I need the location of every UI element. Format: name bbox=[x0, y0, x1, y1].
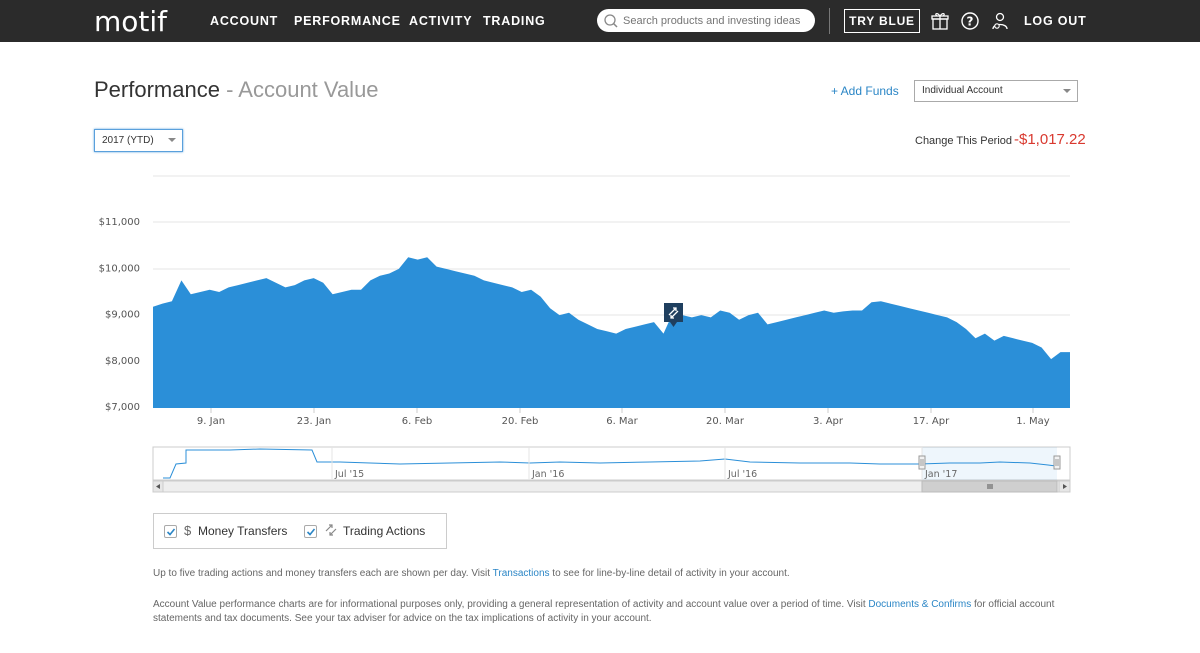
y-tick-label: $10,000 bbox=[99, 263, 140, 274]
activity-note-text-end: to see for line-by-line detail of activi… bbox=[549, 568, 790, 579]
help-icon[interactable]: ? bbox=[960, 11, 980, 36]
nav-account[interactable]: ACCOUNT bbox=[210, 14, 279, 28]
nav-trading[interactable]: TRADING bbox=[483, 14, 546, 28]
activity-note-text: Up to five trading actions and money tra… bbox=[153, 568, 493, 579]
motif-logo[interactable]: motif bbox=[94, 5, 168, 38]
arrow-right-icon bbox=[1063, 484, 1067, 489]
y-tick-label: $7,000 bbox=[105, 402, 140, 413]
y-tick-label: $9,000 bbox=[105, 310, 140, 321]
x-tick-label: 20. Mar bbox=[706, 416, 745, 427]
search-input[interactable] bbox=[623, 12, 808, 29]
trading-action-icon bbox=[668, 307, 679, 319]
x-tick-label: 3. Apr bbox=[813, 416, 844, 427]
navigator-series-line bbox=[163, 448, 1057, 479]
page-title-sub: Account Value bbox=[238, 77, 379, 102]
period-select[interactable]: 2017 (YTD) bbox=[94, 129, 183, 152]
x-tick-label: 23. Jan bbox=[297, 416, 332, 427]
page-title-main: Performance bbox=[94, 77, 220, 102]
logout-link[interactable]: LOG OUT bbox=[1024, 14, 1087, 28]
chevron-down-icon bbox=[168, 138, 176, 142]
page-title: Performance - Account Value bbox=[94, 77, 379, 103]
x-tick-label: 20. Feb bbox=[502, 416, 539, 427]
money-transfers-checkbox[interactable] bbox=[164, 525, 177, 538]
x-tick-label: 1. May bbox=[1016, 416, 1049, 427]
gift-icon[interactable] bbox=[930, 11, 950, 36]
period-select-value: 2017 (YTD) bbox=[102, 135, 154, 146]
x-tick-label: 9. Jan bbox=[197, 416, 225, 427]
account-select-value: Individual Account bbox=[922, 85, 1003, 96]
navigator-tick-label: Jan '17 bbox=[924, 469, 957, 480]
navigator-handle-left[interactable] bbox=[918, 455, 926, 470]
disclaimer-note: Account Value performance charts are for… bbox=[153, 598, 1073, 626]
navigator-tick-label: Jan '16 bbox=[531, 469, 564, 480]
change-value: -$1,017.22 bbox=[1014, 131, 1086, 148]
x-tick-label: 17. Apr bbox=[913, 416, 950, 427]
account-value-chart: $11,000 $10,000 $9,000 $8,000 $7,000 9. Jan 2… bbox=[99, 175, 1070, 427]
page-title-separator: - bbox=[219, 77, 239, 102]
documents-confirms-link[interactable]: Documents & Confirms bbox=[868, 599, 972, 610]
navigator-handle-right[interactable] bbox=[1053, 455, 1061, 470]
y-tick-label: $11,000 bbox=[99, 217, 140, 228]
dollar-icon: $ bbox=[184, 523, 192, 538]
trading-actions-checkbox[interactable] bbox=[304, 525, 317, 538]
trading-action-marker[interactable] bbox=[664, 303, 683, 327]
disclaimer-text: Account Value performance charts are for… bbox=[153, 599, 869, 610]
change-label: Change This Period bbox=[915, 135, 1013, 147]
chevron-down-icon bbox=[1063, 89, 1071, 93]
try-blue-button[interactable]: TRY BLUE bbox=[844, 9, 920, 33]
top-nav-bar: motif ACCOUNT PERFORMANCE ACTIVITY TRADI… bbox=[0, 0, 1200, 42]
money-transfers-label: Money Transfers bbox=[198, 524, 288, 538]
svg-text:?: ? bbox=[967, 15, 974, 29]
nav-performance[interactable]: PERFORMANCE bbox=[294, 14, 401, 28]
disclaimer-text-end: for official account statements and tax … bbox=[153, 599, 1055, 624]
account-select[interactable]: Individual Account bbox=[914, 80, 1078, 102]
navigator-tick-label: Jul '15 bbox=[334, 469, 364, 480]
navigator-tick-label: Jul '16 bbox=[727, 469, 757, 480]
chart-navigator[interactable]: Jul '15 Jan '16 Jul '16 Jan '17 bbox=[0, 440, 1200, 500]
user-settings-icon[interactable] bbox=[990, 11, 1010, 36]
account-value-area bbox=[153, 257, 1070, 408]
nav-activity[interactable]: ACTIVITY bbox=[409, 14, 473, 28]
chart-legend: $ Money Transfers Trading Actions bbox=[153, 513, 447, 549]
y-tick-label: $8,000 bbox=[105, 356, 140, 367]
x-tick-label: 6. Feb bbox=[402, 416, 432, 427]
search-icon bbox=[603, 13, 619, 34]
arrow-left-icon bbox=[156, 484, 160, 489]
transactions-link[interactable]: Transactions bbox=[492, 568, 550, 579]
trading-action-icon bbox=[324, 523, 338, 542]
x-tick-label: 6. Mar bbox=[606, 416, 638, 427]
navigator-scrollbar[interactable] bbox=[152, 480, 1071, 493]
nav-divider bbox=[829, 8, 830, 34]
activity-note: Up to five trading actions and money tra… bbox=[153, 567, 1073, 581]
search-box[interactable] bbox=[597, 9, 815, 32]
trading-actions-label: Trading Actions bbox=[343, 524, 426, 538]
add-funds-link[interactable]: + Add Funds bbox=[831, 84, 899, 98]
